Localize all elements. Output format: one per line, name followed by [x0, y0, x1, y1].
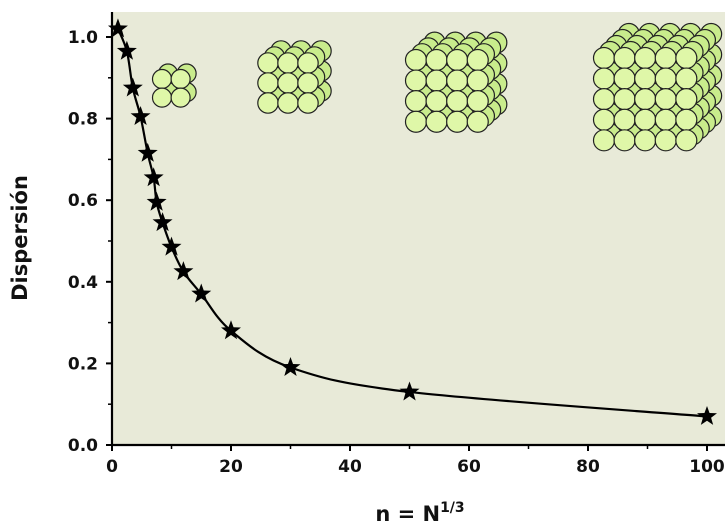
star-marker [107, 18, 128, 38]
star-marker [146, 191, 167, 211]
sphere [277, 52, 299, 74]
x-axis-title: n = N1/3 [375, 500, 464, 526]
sphere [277, 72, 299, 94]
star-marker [221, 320, 241, 340]
star-marker [280, 356, 301, 376]
sphere [592, 67, 616, 90]
y-tick-label: 0.6 [68, 191, 98, 211]
sphere [592, 88, 616, 111]
sphere [425, 110, 448, 133]
sphere [634, 88, 657, 111]
sphere [592, 129, 616, 152]
sphere [675, 129, 698, 152]
sphere [654, 88, 677, 111]
sphere [654, 67, 677, 90]
star-marker [173, 261, 194, 281]
x-tick-label: 80 [576, 457, 600, 477]
sphere [654, 108, 677, 131]
sphere [613, 88, 636, 111]
sphere [170, 68, 191, 90]
sphere [446, 90, 469, 113]
sphere [634, 108, 657, 131]
y-tick-label: 0.4 [68, 273, 98, 293]
cluster-2-illustration [151, 63, 197, 108]
sphere [404, 110, 428, 133]
sphere [446, 110, 469, 133]
sphere [257, 92, 279, 114]
sphere [466, 48, 489, 72]
axes [106, 12, 725, 451]
sphere [257, 52, 279, 74]
sphere [151, 87, 173, 108]
cluster-5-illustration [592, 22, 723, 152]
y-tick-label: 0.0 [68, 436, 98, 456]
star-marker [130, 106, 151, 126]
sphere [613, 129, 636, 152]
sphere [654, 129, 677, 152]
sphere [446, 69, 469, 92]
sphere [654, 46, 677, 70]
y-tick-label: 0.8 [68, 110, 98, 130]
sphere [466, 90, 489, 113]
sphere [675, 67, 698, 90]
sphere [404, 69, 428, 92]
star-marker [122, 77, 143, 97]
star-marker [161, 236, 182, 256]
sphere [613, 46, 636, 70]
star-marker [697, 405, 717, 425]
cluster-illustrations [151, 22, 723, 152]
sphere [425, 48, 448, 72]
sphere [613, 108, 636, 131]
sphere [151, 68, 173, 90]
star-marker [137, 142, 158, 162]
sphere [675, 88, 698, 111]
y-tick-label: 0.2 [68, 354, 98, 374]
cluster-4-illustration [404, 31, 508, 133]
x-tick-label: 60 [457, 457, 481, 477]
sphere [425, 90, 448, 113]
cluster-3-illustration [257, 40, 332, 114]
sphere [634, 129, 657, 152]
x-tick-label: 0 [106, 457, 118, 477]
sphere [170, 87, 191, 108]
sphere [277, 92, 299, 114]
star-marker [152, 212, 173, 232]
sphere [297, 92, 319, 114]
y-axis-title: Dispersión [8, 175, 32, 301]
data-markers [107, 18, 717, 425]
star-marker [143, 167, 164, 187]
sphere [404, 90, 428, 113]
sphere [257, 72, 279, 94]
star-marker [191, 283, 212, 303]
sphere [675, 46, 698, 70]
sphere [592, 108, 616, 131]
sphere [466, 110, 489, 133]
sphere [446, 48, 469, 72]
sphere [592, 46, 616, 70]
sphere [634, 46, 657, 70]
sphere [404, 48, 428, 72]
sphere [466, 69, 489, 92]
tick-labels: 0 20 40 60 80 100 0.0 0.2 0.4 0.6 0.8 1.0 [68, 28, 725, 477]
sphere [613, 67, 636, 90]
x-tick-label: 20 [219, 457, 243, 477]
sphere [297, 52, 319, 74]
x-tick-label: 100 [689, 457, 725, 477]
sphere [634, 67, 657, 90]
sphere [425, 69, 448, 92]
sphere [297, 72, 319, 94]
star-marker [116, 40, 137, 60]
y-tick-label: 1.0 [68, 28, 98, 48]
star-marker [399, 381, 420, 401]
x-tick-label: 40 [338, 457, 362, 477]
sphere [675, 108, 698, 131]
